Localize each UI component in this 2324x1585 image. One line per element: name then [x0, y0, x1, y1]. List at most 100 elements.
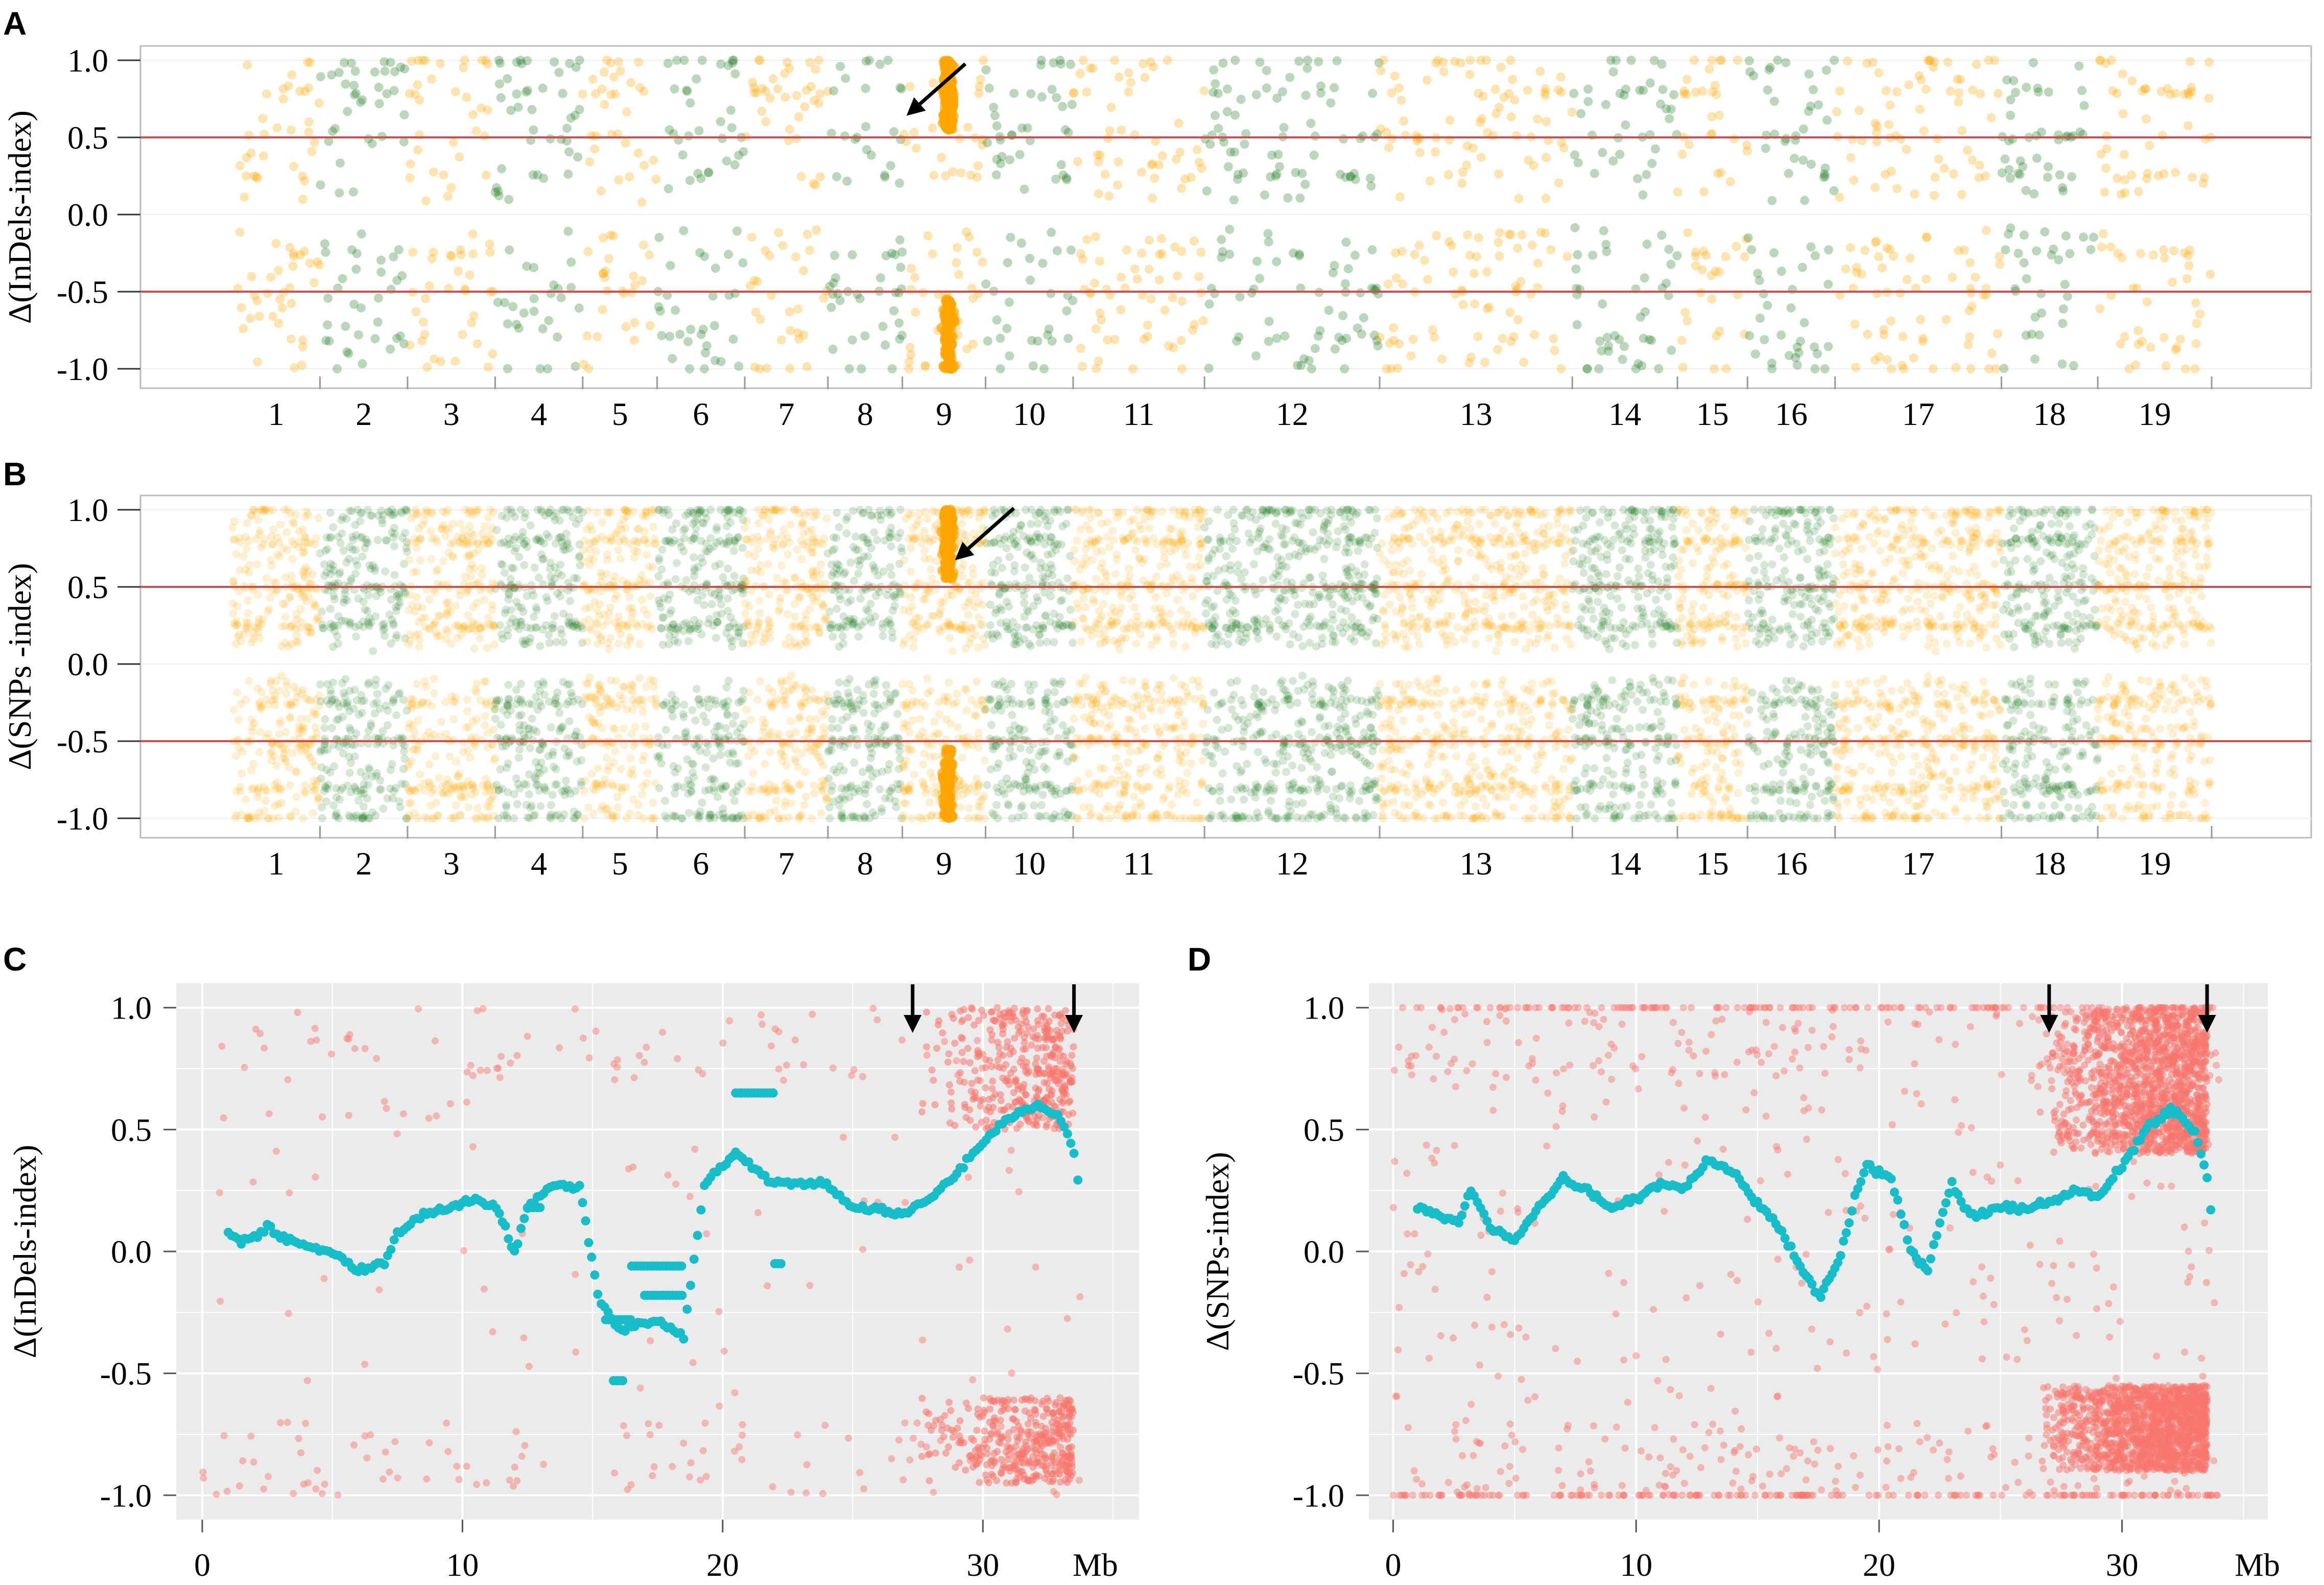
data-point	[1266, 172, 1275, 182]
data-point	[805, 725, 814, 734]
data-point	[1194, 272, 1204, 281]
data-point	[1767, 359, 1776, 368]
data-point	[675, 538, 684, 547]
data-point	[826, 624, 835, 632]
data-point	[1870, 356, 1880, 365]
data-point	[239, 552, 248, 560]
data-point	[1556, 87, 1566, 97]
data-point	[2136, 249, 2146, 258]
data-point	[1225, 225, 1235, 234]
data-point	[1311, 344, 1320, 353]
data-point	[389, 741, 398, 750]
data-point	[1376, 66, 1386, 76]
data-point	[1233, 174, 1243, 184]
data-point	[1060, 125, 1070, 135]
data-point	[637, 197, 647, 207]
data-point	[558, 722, 567, 731]
data-point	[1621, 84, 1630, 94]
data-point	[662, 698, 671, 707]
data-point	[2074, 61, 2084, 71]
data-point	[794, 334, 804, 344]
data-point	[443, 736, 452, 744]
data-point	[452, 801, 460, 810]
data-point	[307, 147, 317, 156]
data-point	[425, 595, 434, 604]
data-point	[964, 232, 974, 242]
data-point	[1618, 354, 1627, 364]
data-point	[668, 525, 677, 534]
data-point	[598, 724, 606, 732]
data-point	[1943, 57, 1953, 67]
data-point	[347, 575, 355, 583]
data-point	[1910, 189, 1919, 199]
data-point	[1576, 109, 1586, 119]
data-point	[1822, 115, 1832, 125]
data-point	[658, 546, 667, 554]
data-point	[646, 675, 655, 684]
data-point	[1924, 56, 1934, 65]
data-point	[374, 511, 383, 519]
data-point	[413, 56, 423, 65]
data-point	[1800, 196, 1810, 205]
data-point	[578, 89, 588, 99]
data-point	[2127, 76, 2137, 86]
data-point	[431, 752, 440, 761]
data-point	[1691, 87, 1700, 97]
data-point	[1715, 326, 1724, 336]
data-point	[321, 546, 330, 555]
data-point	[252, 296, 262, 305]
data-point	[1295, 249, 1304, 259]
data-point	[529, 294, 539, 303]
data-point	[1997, 168, 2007, 178]
data-point	[835, 296, 845, 305]
data-point	[766, 530, 775, 538]
data-point	[1076, 343, 1085, 353]
data-point	[1314, 57, 1323, 66]
data-point	[459, 63, 468, 73]
data-point	[1911, 283, 1920, 293]
data-point	[831, 273, 840, 282]
data-point	[2190, 364, 2200, 373]
data-point	[427, 254, 437, 264]
data-point	[703, 547, 712, 556]
data-point	[1798, 124, 1808, 134]
data-point	[854, 556, 863, 565]
data-point	[794, 112, 803, 122]
data-point	[1550, 346, 1559, 356]
data-point	[671, 783, 680, 792]
data-point	[768, 702, 777, 711]
data-point	[1295, 193, 1305, 203]
data-point	[468, 780, 477, 789]
data-point	[405, 340, 415, 350]
data-point	[856, 595, 865, 603]
data-point	[1422, 75, 1432, 85]
data-point	[880, 170, 889, 180]
data-point	[1092, 364, 1101, 373]
data-point	[418, 698, 426, 707]
data-point	[1234, 332, 1244, 342]
data-point	[483, 105, 492, 115]
data-point	[1117, 125, 1126, 135]
data-point	[757, 84, 767, 93]
data-point	[1473, 332, 1483, 342]
data-point	[1697, 265, 1707, 275]
data-point	[1792, 342, 1802, 352]
data-point	[1895, 288, 1905, 298]
chromosome-label: 5	[612, 396, 628, 432]
data-point	[879, 567, 888, 576]
data-point	[413, 80, 422, 89]
data-point	[1645, 78, 1655, 88]
data-point	[1677, 336, 1687, 345]
data-point	[854, 570, 863, 578]
data-point	[1447, 241, 1456, 250]
data-point	[503, 506, 512, 514]
data-point	[754, 519, 763, 528]
data-point	[1851, 363, 1861, 372]
data-point	[1601, 240, 1611, 249]
data-point	[418, 603, 426, 612]
data-point	[633, 525, 642, 533]
data-point	[1862, 58, 1872, 68]
data-point	[1210, 289, 1220, 298]
data-point	[239, 324, 248, 334]
data-point	[838, 812, 846, 821]
